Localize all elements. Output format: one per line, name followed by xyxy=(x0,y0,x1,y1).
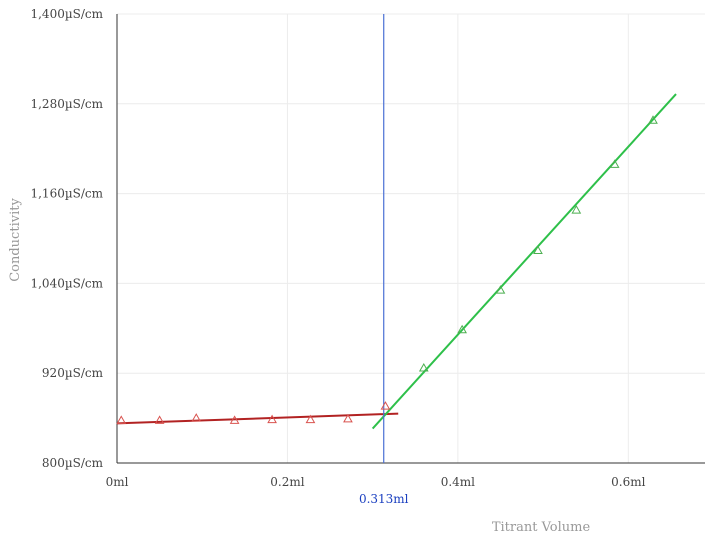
data-point xyxy=(343,413,353,423)
data-point xyxy=(571,205,582,214)
y-tick-label: 920µS/cm xyxy=(42,366,104,380)
data-point xyxy=(267,414,277,424)
data-point xyxy=(495,285,506,294)
data-point xyxy=(380,401,391,410)
fit-line xyxy=(371,93,677,430)
axes xyxy=(116,14,705,464)
tick-labels: 800µS/cm 920µS/cm 1,040µS/cm 1,160µS/cm 1,28… xyxy=(30,7,645,489)
data-point xyxy=(533,245,543,254)
x-tick-label: 0ml xyxy=(106,475,129,489)
x-axis-title: Titrant Volume xyxy=(492,520,591,535)
data-point xyxy=(154,415,165,424)
x-tick-label: 0.4ml xyxy=(441,475,475,489)
y-tick-label: 1,400µS/cm xyxy=(30,7,103,21)
data-point xyxy=(457,324,467,334)
y-axis-title: Conductivity xyxy=(8,198,23,282)
data-point xyxy=(116,415,127,424)
equivalence-line-group: 0.313ml xyxy=(359,14,409,506)
fit-line xyxy=(116,412,399,425)
data-point xyxy=(418,362,429,372)
y-tick-label: 1,160µS/cm xyxy=(30,187,103,201)
x-tick-label: 0.6ml xyxy=(611,475,645,489)
data-point xyxy=(609,159,620,168)
equivalence-label: 0.313ml xyxy=(359,492,409,506)
data-points xyxy=(116,115,658,424)
data-point xyxy=(648,115,658,124)
data-point xyxy=(229,415,240,424)
grid-lines xyxy=(116,13,705,464)
fit-lines xyxy=(116,93,677,430)
y-tick-label: 1,280µS/cm xyxy=(30,97,103,111)
y-tick-label: 1,040µS/cm xyxy=(30,276,103,290)
data-point xyxy=(305,414,316,424)
data-point xyxy=(191,413,202,422)
x-tick-label: 0.2ml xyxy=(270,475,304,489)
y-tick-label: 800µS/cm xyxy=(42,456,104,470)
